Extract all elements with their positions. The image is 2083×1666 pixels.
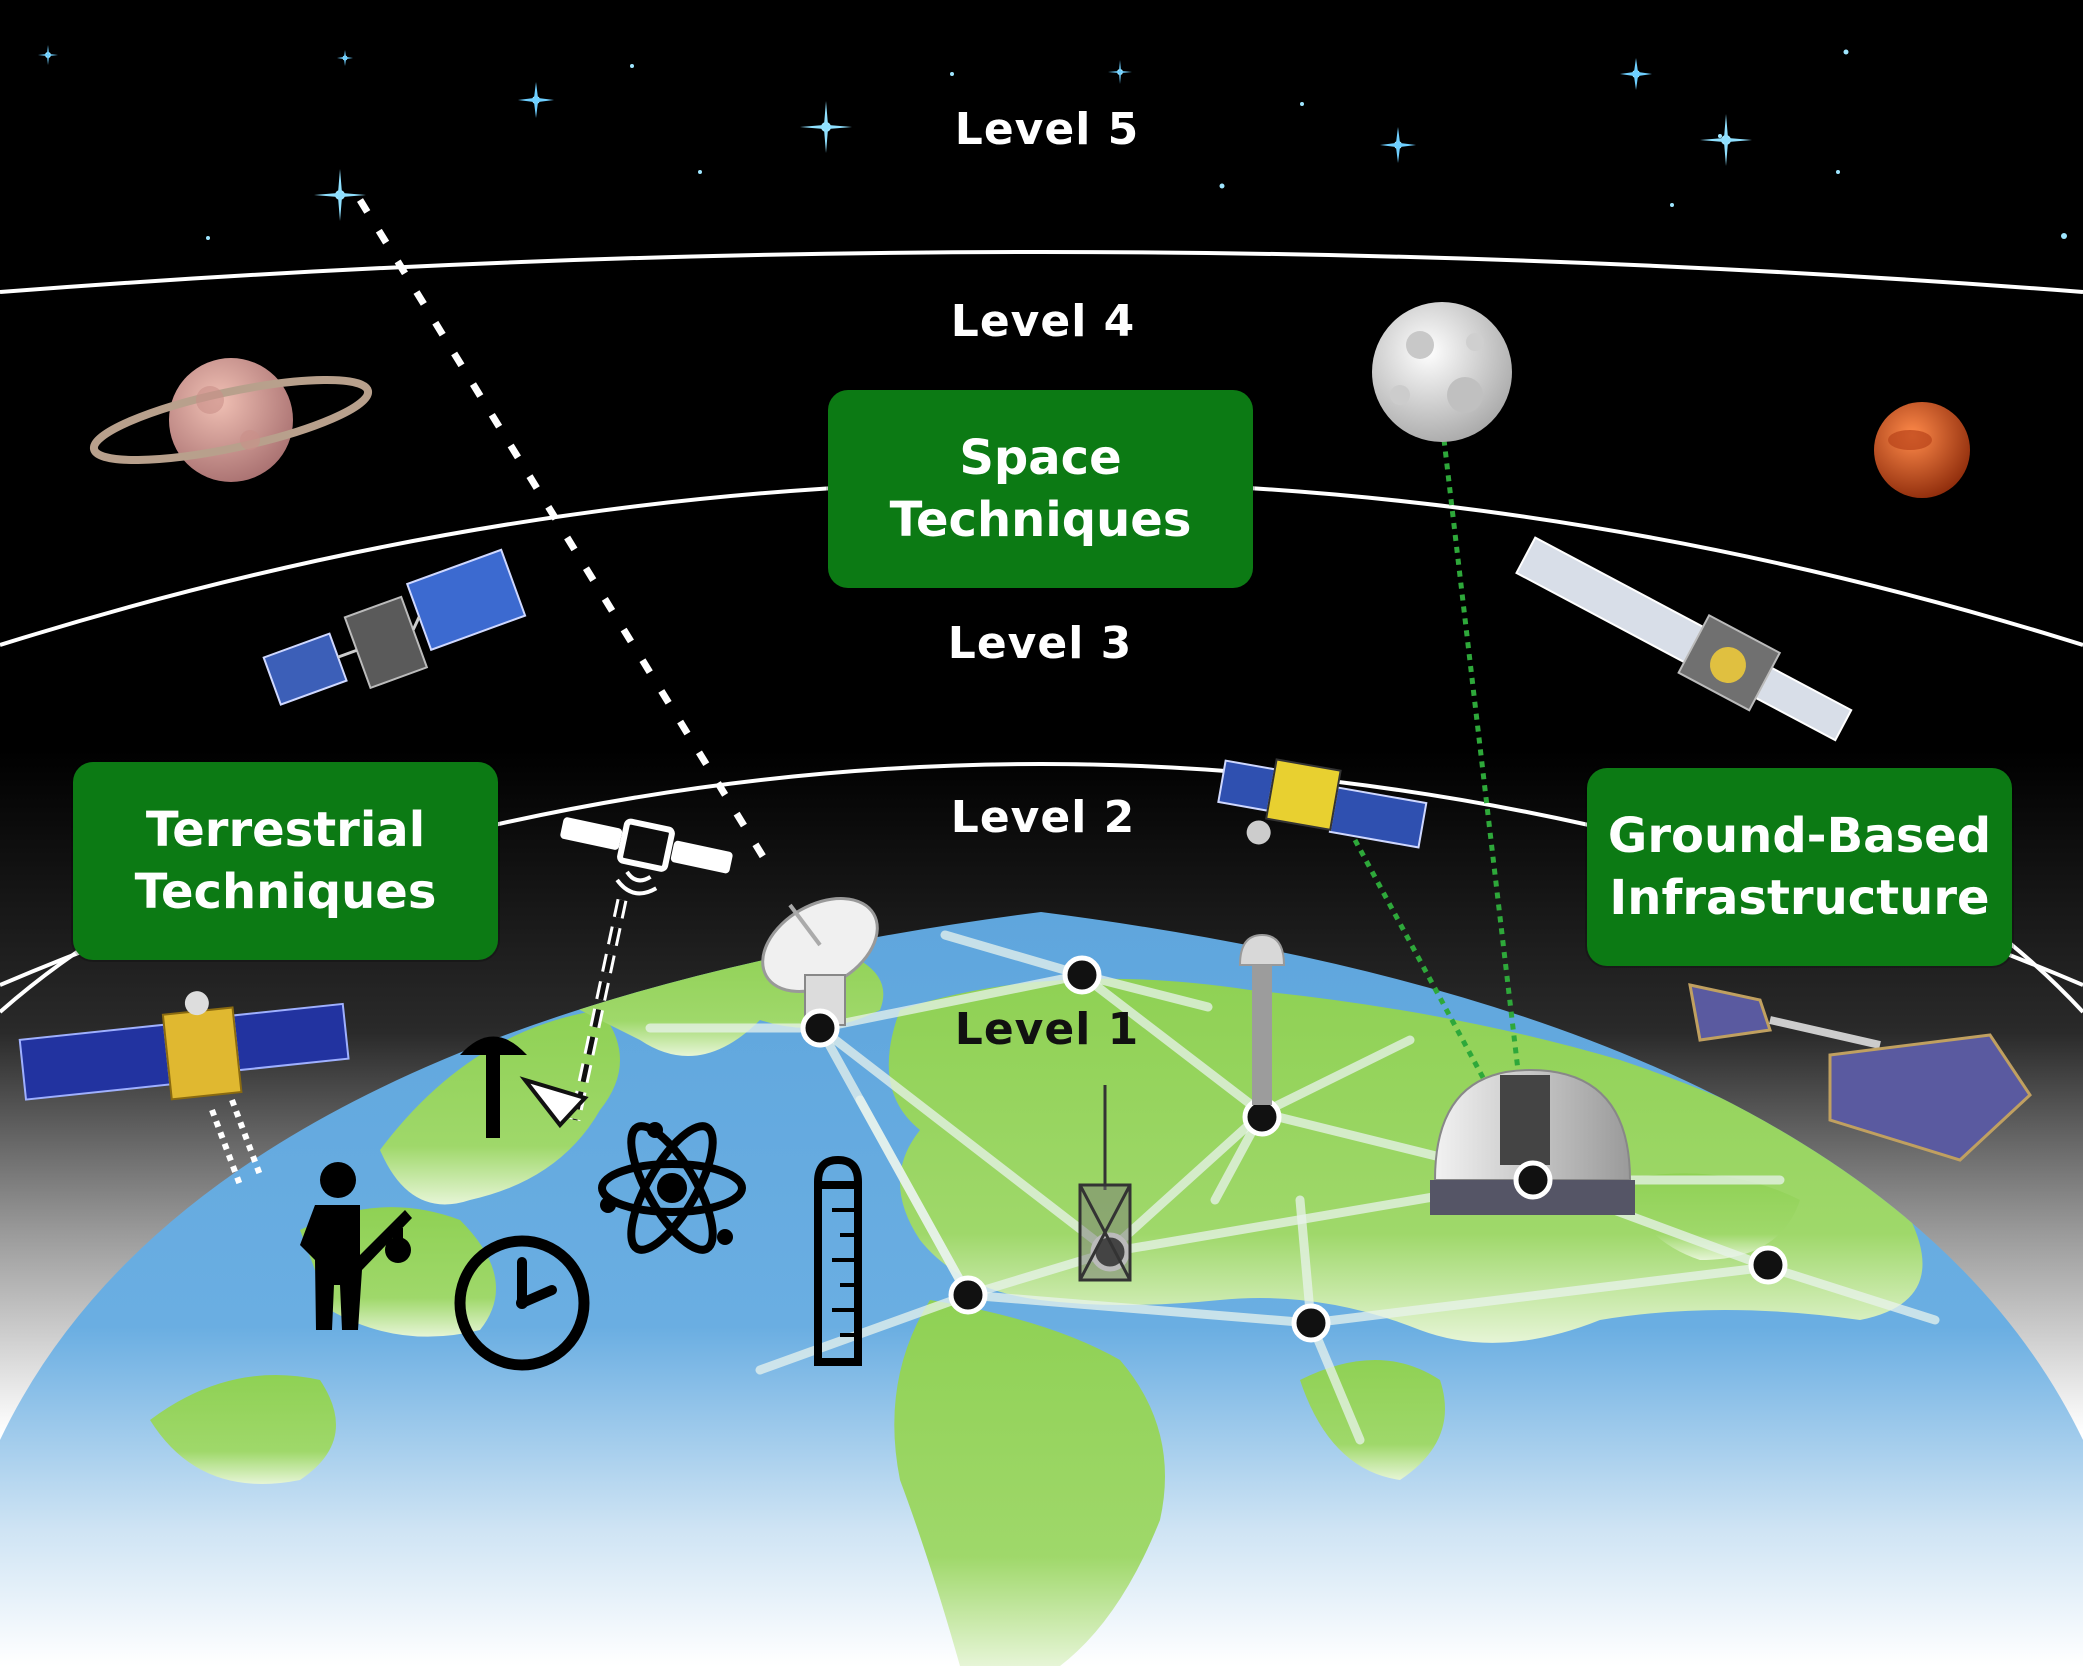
satellite-icon xyxy=(1688,983,2032,1162)
gravimeter-icon xyxy=(460,1036,527,1138)
continents xyxy=(150,938,1923,1666)
satellite-icon xyxy=(262,548,527,706)
space-techniques-line-2: Techniques xyxy=(889,492,1192,548)
vlbi-signal-path xyxy=(357,198,773,870)
level-2-label: Level 2 xyxy=(950,792,1136,843)
ground-based-infrastructure-line-2: Infrastructure xyxy=(1609,870,1990,926)
terrestrial-techniques-box: Terrestrial Techniques xyxy=(73,762,498,960)
gnss-antenna-icon xyxy=(1238,933,1286,1105)
level-3-label: Level 3 xyxy=(947,618,1133,669)
ground-based-infrastructure-box: Ground-Based Infrastructure xyxy=(1587,768,2012,966)
atom-icon xyxy=(598,1122,746,1254)
moon-icon xyxy=(1372,302,1512,442)
altimetry-signal xyxy=(209,1098,263,1187)
level-5-label: Level 5 xyxy=(954,104,1140,155)
satellite-icon xyxy=(560,817,733,896)
level-1-label: Level 1 xyxy=(954,1004,1140,1055)
gnss-signal-path xyxy=(519,898,628,1129)
satellite-icon xyxy=(1217,758,1428,849)
star-icon xyxy=(38,45,2067,240)
observatory-dome-icon xyxy=(1430,1068,1635,1215)
network-node-icon xyxy=(1513,1160,1553,1200)
clock-icon xyxy=(454,1235,590,1371)
space-techniques-line-1: Space xyxy=(959,430,1122,486)
terrestrial-techniques-line-2: Techniques xyxy=(134,864,437,920)
antenna-tower-icon xyxy=(1078,1085,1132,1282)
satellite-icon xyxy=(18,991,350,1101)
lunar-laser-link xyxy=(1434,379,1528,1131)
ground-based-infrastructure-line-1: Ground-Based xyxy=(1607,808,1992,864)
level-4-label: Level 4 xyxy=(950,296,1136,347)
level-boundary-4-5 xyxy=(0,250,2083,294)
thermometer-icon xyxy=(814,1155,862,1366)
network-node-icon xyxy=(800,1008,840,1048)
space-techniques-box: Space Techniques xyxy=(828,390,1253,588)
mars-icon xyxy=(1874,402,1970,498)
person-icon xyxy=(300,1162,412,1330)
satellite-icon xyxy=(1515,536,1853,742)
terrestrial-techniques-line-1: Terrestrial xyxy=(145,802,426,858)
saturn-icon xyxy=(89,358,373,482)
